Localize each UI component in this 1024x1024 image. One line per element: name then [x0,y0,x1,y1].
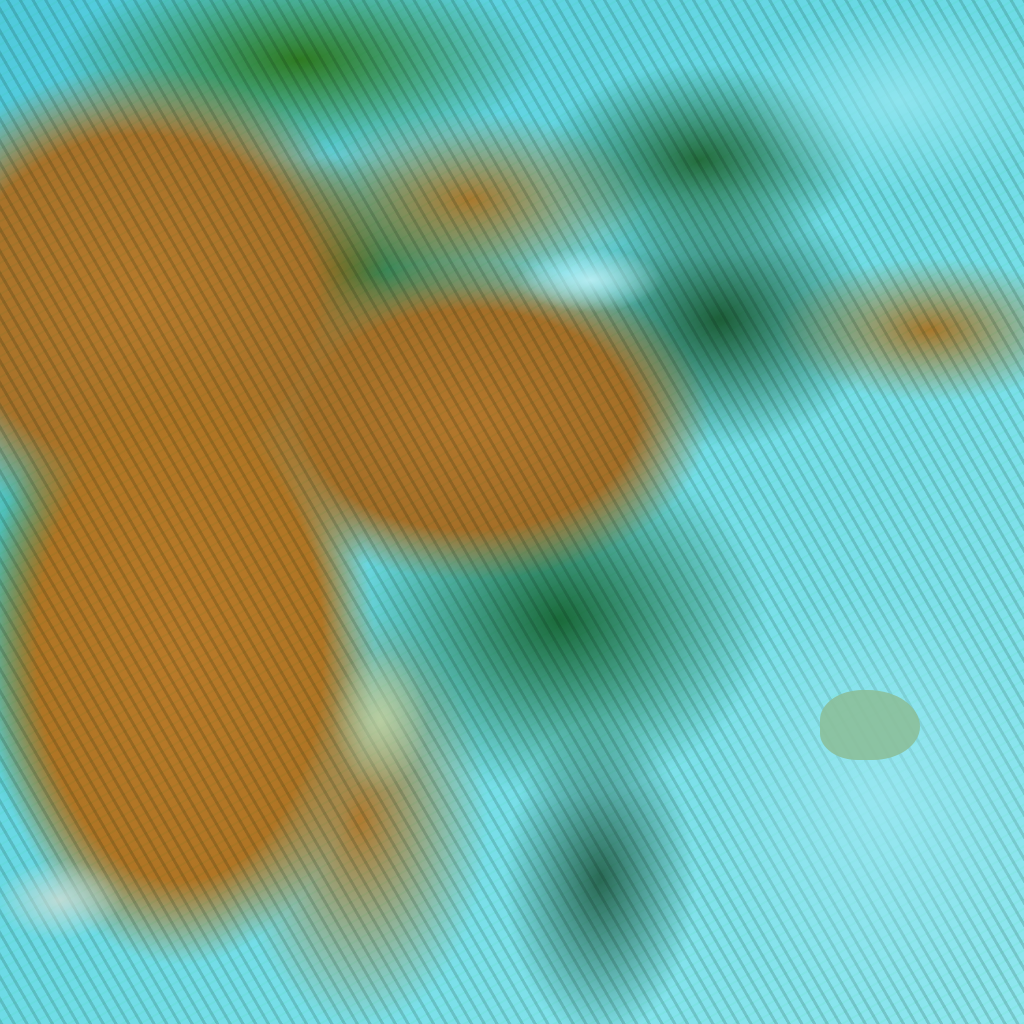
lake [820,690,920,760]
